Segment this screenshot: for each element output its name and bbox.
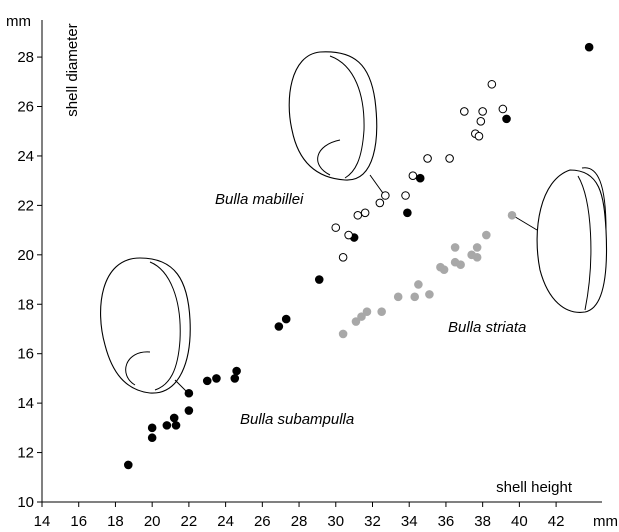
x-tick-label: 28 xyxy=(291,513,308,530)
x-tick-label: 18 xyxy=(107,513,124,530)
point xyxy=(508,211,516,219)
y-tick-label: 26 xyxy=(17,99,34,116)
x-tick-label: 40 xyxy=(511,513,528,530)
point xyxy=(585,43,593,51)
point xyxy=(426,291,434,299)
point xyxy=(402,192,410,200)
point xyxy=(376,199,384,207)
x-unit: mm xyxy=(593,513,618,530)
point xyxy=(394,293,402,301)
point xyxy=(457,261,465,269)
point xyxy=(345,231,353,239)
y-tick-label: 22 xyxy=(17,197,34,214)
x-tick-label: 14 xyxy=(34,513,51,530)
annotation: Bulla subampulla xyxy=(240,411,354,428)
x-tick-label: 24 xyxy=(217,513,234,530)
point xyxy=(424,155,432,163)
x-tick-label: 20 xyxy=(144,513,161,530)
point xyxy=(339,330,347,338)
point xyxy=(475,132,483,140)
point xyxy=(409,172,417,180)
point xyxy=(332,224,340,232)
y-tick-label: 18 xyxy=(17,296,34,313)
y-tick-label: 10 xyxy=(17,494,34,511)
point xyxy=(213,375,221,383)
point xyxy=(275,323,283,331)
point xyxy=(170,414,178,422)
point xyxy=(185,389,193,397)
point xyxy=(411,293,419,301)
point xyxy=(282,315,290,323)
y-tick-label: 14 xyxy=(17,395,34,412)
point xyxy=(148,434,156,442)
point xyxy=(363,308,371,316)
y-unit: mm xyxy=(6,13,31,30)
point xyxy=(339,253,347,261)
x-tick-label: 30 xyxy=(327,513,344,530)
point xyxy=(361,209,369,217)
y-tick-label: 12 xyxy=(17,445,34,462)
point xyxy=(148,424,156,432)
annotation: Bulla striata xyxy=(448,319,526,336)
annotation: Bulla mabillei xyxy=(215,191,304,208)
y-axis-label: shell diameter xyxy=(64,23,81,116)
shell-striata xyxy=(537,170,606,312)
point xyxy=(483,231,491,239)
y-tick-label: 20 xyxy=(17,247,34,264)
point xyxy=(382,192,390,200)
page: mm shell diameter shell height mm Bulla … xyxy=(0,0,619,532)
point xyxy=(477,118,485,126)
shell-drawings xyxy=(101,52,607,394)
shell-subampulla xyxy=(101,258,191,393)
point xyxy=(415,281,423,289)
x-tick-label: 34 xyxy=(401,513,418,530)
point xyxy=(124,461,132,469)
x-tick-label: 38 xyxy=(474,513,491,530)
point xyxy=(163,422,171,430)
point xyxy=(172,422,180,430)
point xyxy=(473,244,481,252)
point xyxy=(479,108,487,116)
point xyxy=(503,115,511,123)
point xyxy=(416,174,424,182)
point xyxy=(499,105,507,113)
x-tick-label: 36 xyxy=(438,513,455,530)
x-tick-label: 16 xyxy=(70,513,87,530)
y-tick-label: 28 xyxy=(17,49,34,66)
point xyxy=(315,276,323,284)
x-tick-label: 32 xyxy=(364,513,381,530)
point xyxy=(488,80,496,88)
x-tick-label: 22 xyxy=(181,513,198,530)
point xyxy=(446,155,454,163)
point xyxy=(440,266,448,274)
y-tick-label: 16 xyxy=(17,346,34,363)
point xyxy=(473,253,481,261)
chart: mm shell diameter shell height mm Bulla … xyxy=(0,0,619,532)
point xyxy=(231,375,239,383)
x-axis-label: shell height xyxy=(496,479,573,496)
point xyxy=(378,308,386,316)
point xyxy=(404,209,412,217)
point xyxy=(185,407,193,415)
x-tick-label: 26 xyxy=(254,513,271,530)
x-tick-label: 42 xyxy=(548,513,565,530)
y-tick-label: 24 xyxy=(17,148,34,165)
point xyxy=(233,367,241,375)
point xyxy=(203,377,211,385)
point xyxy=(460,108,468,116)
point xyxy=(354,211,362,219)
point xyxy=(451,244,459,252)
